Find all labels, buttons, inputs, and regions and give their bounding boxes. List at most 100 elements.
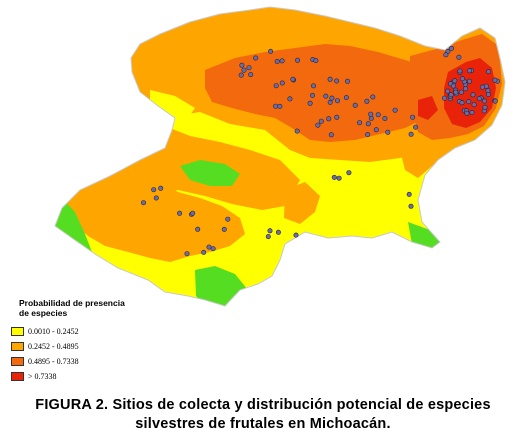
collection-site-marker: [346, 170, 352, 176]
collection-site-marker: [483, 83, 489, 89]
collection-site-marker: [458, 89, 464, 95]
collection-site-marker: [279, 80, 285, 86]
legend-title: Probabilidad de presencia de especies: [19, 298, 125, 318]
collection-site-marker: [456, 54, 462, 60]
legend-label-3: 0.4895 - 0.7338: [28, 357, 79, 366]
collection-site-marker: [334, 114, 340, 120]
collection-site-marker: [277, 103, 283, 109]
collection-site-marker: [201, 249, 207, 255]
legend-item-1: 0.0010 - 0.2452: [11, 324, 161, 339]
collection-site-marker: [441, 95, 447, 101]
collection-site-marker: [206, 244, 212, 250]
collection-site-marker: [309, 92, 315, 98]
collection-site-marker: [326, 116, 332, 122]
collection-site-marker: [466, 78, 472, 84]
collection-site-marker: [344, 78, 350, 84]
collection-site-marker: [336, 175, 342, 181]
zone-medium-low-south: [284, 182, 320, 224]
collection-site-marker: [279, 58, 285, 64]
caption-line-1: FIGURA 2. Sitios de colecta y distribuci…: [35, 397, 491, 413]
collection-site-marker: [334, 78, 340, 84]
collection-site-marker: [294, 128, 300, 134]
collection-site-marker: [357, 120, 363, 126]
collection-site-marker: [368, 115, 374, 121]
caption-line-2: silvestres de frutales en Michoacán.: [135, 416, 391, 432]
legend-label-2: 0.2452 - 0.4895: [28, 342, 79, 351]
collection-site-marker: [413, 124, 419, 130]
collection-site-marker: [445, 88, 451, 94]
michoacan-distribution-map: [54, 6, 506, 307]
collection-site-marker: [238, 72, 244, 78]
collection-site-marker: [448, 92, 454, 98]
collection-site-marker: [190, 210, 196, 216]
collection-site-marker: [471, 102, 477, 108]
legend-swatch-1: [11, 327, 24, 336]
collection-site-marker: [408, 203, 414, 209]
collection-site-marker: [334, 98, 340, 104]
collection-site-marker: [469, 110, 475, 116]
collection-site-marker: [370, 94, 376, 100]
collection-site-marker: [485, 88, 491, 94]
collection-site-marker: [239, 62, 245, 68]
collection-site-marker: [158, 185, 164, 191]
collection-site-marker: [275, 229, 281, 235]
collection-site-marker: [265, 234, 271, 240]
collection-site-marker: [365, 132, 371, 138]
collection-site-marker: [470, 92, 476, 98]
collection-site-marker: [295, 57, 301, 63]
collection-site-marker: [464, 110, 470, 116]
collection-site-marker: [352, 102, 358, 108]
collection-site-marker: [382, 116, 388, 122]
collection-site-marker: [463, 86, 469, 92]
legend-label-4: > 0.7338: [28, 372, 57, 381]
collection-site-marker: [448, 45, 454, 51]
collection-site-marker: [385, 129, 391, 135]
collection-site-marker: [248, 72, 254, 78]
collection-site-marker: [177, 210, 183, 216]
collection-site-marker: [268, 48, 274, 54]
state-boundary: [54, 6, 506, 307]
collection-site-marker: [141, 200, 147, 206]
collection-site-marker: [184, 251, 190, 257]
zone-very-low-central: [180, 160, 240, 186]
collection-site-marker: [452, 78, 458, 84]
legend-label-1: 0.0010 - 0.2452: [28, 327, 79, 336]
collection-site-marker: [195, 226, 201, 232]
collection-site-marker: [318, 118, 324, 124]
legend-swatch-2: [11, 342, 24, 351]
collection-site-marker: [153, 195, 159, 201]
collection-site-marker: [327, 76, 333, 82]
collection-site-marker: [492, 98, 498, 104]
figure-caption: FIGURA 2. Sitios de colecta y distribuci…: [0, 396, 526, 434]
collection-site-marker: [241, 67, 247, 73]
collection-site-marker: [459, 100, 465, 106]
collection-site-marker: [327, 99, 333, 105]
collection-site-marker: [482, 104, 488, 110]
collection-site-marker: [486, 69, 492, 75]
collection-sites: [141, 45, 500, 257]
collection-site-marker: [323, 93, 329, 99]
zone-medium-low-west: [70, 176, 245, 262]
collection-site-marker: [274, 58, 280, 64]
collection-site-marker: [221, 226, 227, 232]
legend-item-4: > 0.7338: [11, 369, 161, 384]
collection-site-marker: [408, 131, 414, 137]
collection-site-marker: [406, 191, 412, 197]
collection-site-marker: [151, 187, 157, 193]
collection-site-marker: [310, 83, 316, 89]
collection-site-marker: [246, 65, 252, 71]
collection-site-marker: [267, 228, 273, 234]
collection-site-marker: [443, 52, 449, 58]
legend-swatch-3: [11, 357, 24, 366]
collection-site-marker: [290, 76, 296, 82]
collection-site-marker: [453, 89, 459, 95]
collection-site-marker: [457, 68, 463, 74]
collection-site-marker: [467, 68, 473, 74]
collection-site-marker: [410, 114, 416, 120]
collection-site-marker: [450, 83, 456, 89]
collection-site-marker: [253, 55, 259, 61]
collection-site-marker: [466, 99, 472, 105]
collection-site-marker: [365, 121, 371, 127]
collection-site-marker: [287, 96, 293, 102]
collection-site-marker: [459, 76, 465, 82]
